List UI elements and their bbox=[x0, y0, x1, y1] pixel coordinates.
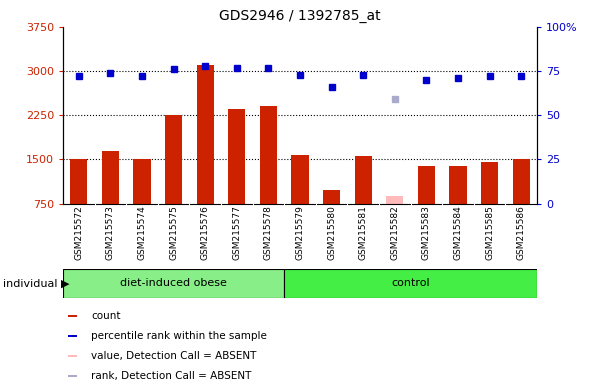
Bar bbox=[355, 156, 372, 204]
Text: value, Detection Call = ABSENT: value, Detection Call = ABSENT bbox=[91, 351, 257, 361]
Text: diet-induced obese: diet-induced obese bbox=[120, 278, 227, 288]
Bar bbox=[284, 269, 537, 298]
Title: GDS2946 / 1392785_at: GDS2946 / 1392785_at bbox=[219, 9, 381, 23]
Bar bbox=[68, 335, 77, 337]
Bar bbox=[197, 65, 214, 204]
Text: GSM215582: GSM215582 bbox=[391, 205, 400, 260]
Text: GSM215578: GSM215578 bbox=[264, 205, 273, 260]
Text: GSM215586: GSM215586 bbox=[517, 205, 526, 260]
Bar bbox=[386, 197, 403, 204]
Text: GSM215575: GSM215575 bbox=[169, 205, 178, 260]
Bar bbox=[165, 115, 182, 204]
Text: GSM215579: GSM215579 bbox=[296, 205, 305, 260]
Text: GSM215572: GSM215572 bbox=[74, 205, 83, 260]
Bar bbox=[418, 166, 435, 204]
Text: GSM215573: GSM215573 bbox=[106, 205, 115, 260]
Text: count: count bbox=[91, 311, 121, 321]
Bar bbox=[323, 190, 340, 204]
Bar bbox=[63, 269, 284, 298]
Bar bbox=[292, 155, 308, 204]
Text: GSM215574: GSM215574 bbox=[137, 205, 146, 260]
Bar bbox=[512, 159, 530, 204]
Bar bbox=[68, 375, 77, 377]
Text: GSM215585: GSM215585 bbox=[485, 205, 494, 260]
Text: GSM215577: GSM215577 bbox=[232, 205, 241, 260]
Text: control: control bbox=[391, 278, 430, 288]
Bar bbox=[70, 159, 88, 204]
Text: percentile rank within the sample: percentile rank within the sample bbox=[91, 331, 268, 341]
Text: GSM215583: GSM215583 bbox=[422, 205, 431, 260]
Text: rank, Detection Call = ABSENT: rank, Detection Call = ABSENT bbox=[91, 371, 252, 381]
Bar bbox=[68, 315, 77, 317]
Bar bbox=[68, 355, 77, 357]
Text: GSM215584: GSM215584 bbox=[454, 205, 463, 260]
Bar bbox=[449, 166, 467, 204]
Text: GSM215576: GSM215576 bbox=[200, 205, 210, 260]
Bar bbox=[133, 159, 151, 204]
Text: individual ▶: individual ▶ bbox=[3, 278, 70, 288]
Bar bbox=[102, 151, 119, 204]
Bar bbox=[481, 162, 498, 204]
Text: GSM215580: GSM215580 bbox=[327, 205, 336, 260]
Bar bbox=[228, 109, 245, 204]
Bar bbox=[260, 106, 277, 204]
Text: GSM215581: GSM215581 bbox=[359, 205, 368, 260]
